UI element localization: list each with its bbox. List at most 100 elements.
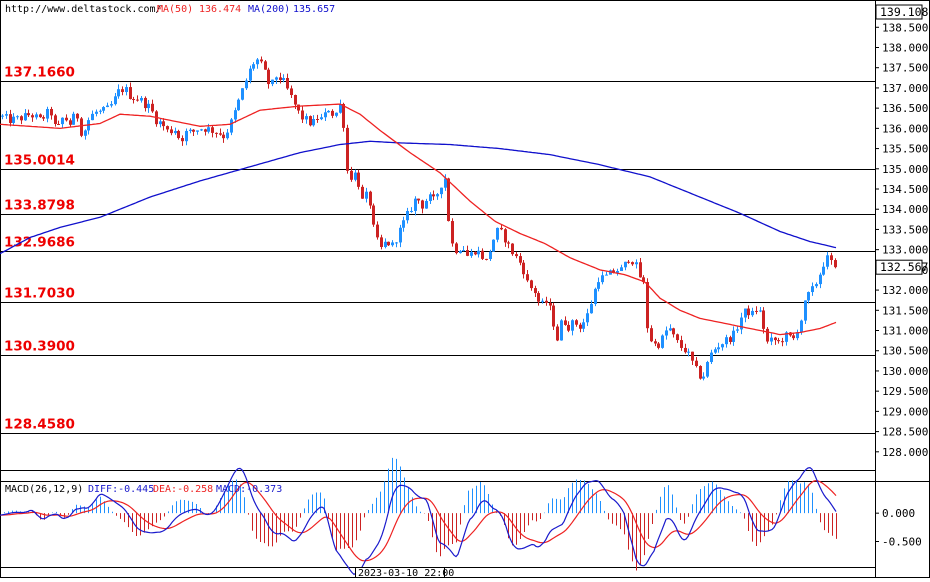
- candle-body: [586, 313, 589, 323]
- candle-body: [95, 111, 98, 114]
- site-url[interactable]: http://www.deltastock.com/: [5, 4, 162, 15]
- candle-body: [804, 300, 807, 321]
- candle-body: [642, 277, 645, 283]
- candle-body: [597, 282, 600, 289]
- candle-body: [781, 341, 784, 343]
- candle-body: [496, 227, 499, 240]
- candle-body: [376, 224, 379, 238]
- candle-body: [46, 108, 49, 119]
- price-tick-label-21: 138.500: [882, 21, 928, 34]
- macd-title: MACD(26,12,9): [5, 484, 83, 495]
- candle-body: [740, 317, 743, 330]
- candle-body: [822, 266, 825, 275]
- candle-body: [249, 68, 252, 81]
- price-tick-label-10: 133.000: [882, 244, 928, 257]
- candle-body: [770, 337, 773, 342]
- price-tick-label-7: 131.500: [882, 304, 928, 317]
- candle-body: [271, 79, 274, 85]
- candle-body: [736, 329, 739, 331]
- candle-body: [800, 320, 803, 333]
- candle-body: [181, 138, 184, 142]
- candle-body: [279, 77, 282, 80]
- candle-body: [661, 335, 664, 348]
- candle-body: [35, 114, 38, 118]
- candle-body: [725, 337, 728, 345]
- candle-body: [20, 116, 23, 121]
- candle-body: [256, 59, 259, 65]
- candle-body: [515, 254, 518, 257]
- candle-body: [717, 347, 720, 350]
- candle-body: [665, 330, 668, 336]
- candle-body: [177, 130, 180, 139]
- candle-body: [500, 227, 503, 230]
- candle-body: [99, 110, 102, 112]
- candle-body: [732, 330, 735, 342]
- candle-body: [414, 198, 417, 211]
- time-cursor-label: 2023-03-10 22:00: [358, 568, 454, 578]
- candle-body: [560, 320, 563, 341]
- candle-body: [691, 351, 694, 361]
- price-tick-label-14: 135.000: [882, 163, 928, 176]
- candle-body: [815, 284, 818, 287]
- macd-dea-label: DEA:-0.258: [153, 484, 213, 495]
- candle-body: [429, 194, 432, 201]
- candle-body: [312, 118, 315, 126]
- candle-body: [620, 267, 623, 272]
- candle-body: [57, 124, 60, 126]
- candle-body: [369, 191, 372, 206]
- candle-body: [481, 250, 484, 259]
- candle-body: [406, 210, 409, 221]
- candle-body: [372, 205, 375, 225]
- candle-body: [226, 132, 229, 139]
- candle-body: [106, 105, 109, 108]
- candle-body: [710, 352, 713, 363]
- price-tick-label-2: 129.000: [882, 405, 928, 418]
- candle-body: [579, 324, 582, 329]
- candle-body: [230, 119, 233, 133]
- candle-body: [361, 186, 364, 199]
- candle-body: [365, 191, 368, 199]
- candle-body: [297, 104, 300, 111]
- candle-body: [410, 210, 413, 212]
- candle-body: [766, 328, 769, 342]
- candle-body: [759, 310, 762, 312]
- candle-body: [511, 243, 514, 255]
- candle-body: [166, 126, 169, 130]
- candle-body: [391, 242, 394, 246]
- candle-body: [151, 103, 154, 112]
- candle-body: [200, 129, 203, 131]
- candle-body: [354, 172, 357, 180]
- candle-body: [384, 241, 387, 247]
- candle-body: [477, 250, 480, 255]
- candle-body: [31, 115, 34, 118]
- candle-body: [436, 194, 439, 197]
- candle-body: [530, 280, 533, 289]
- candle-body: [16, 116, 19, 118]
- price-tick-label-5: 130.500: [882, 345, 928, 358]
- candle-body: [260, 59, 263, 62]
- price-tick-label-13: 134.500: [882, 183, 928, 196]
- price-tick-label-6: 131.000: [882, 325, 928, 338]
- candle-body: [211, 127, 214, 133]
- candlesticks: [1, 56, 837, 381]
- candle-body: [654, 341, 657, 344]
- candle-body: [762, 310, 765, 329]
- level-label-0: 137.1660: [4, 65, 75, 81]
- candle-body: [305, 116, 308, 120]
- time-cursor: 2023-03-10 22:00: [355, 567, 454, 579]
- macd-dea-line: [0, 479, 837, 562]
- candle-body: [136, 99, 139, 101]
- ma200-legend-value: 135.657: [293, 4, 335, 15]
- top-price-marker: 139.108: [875, 4, 929, 20]
- candle-body: [219, 133, 222, 135]
- candle-body: [301, 110, 304, 120]
- candle-body: [631, 262, 634, 265]
- price-tick-label-19: 137.500: [882, 62, 928, 75]
- candle-body: [132, 99, 135, 101]
- candle-body: [324, 112, 327, 118]
- candle-body: [699, 366, 702, 379]
- current-price-marker: 132.567: [875, 259, 929, 275]
- candle-body: [785, 332, 788, 342]
- candle-body: [162, 121, 165, 127]
